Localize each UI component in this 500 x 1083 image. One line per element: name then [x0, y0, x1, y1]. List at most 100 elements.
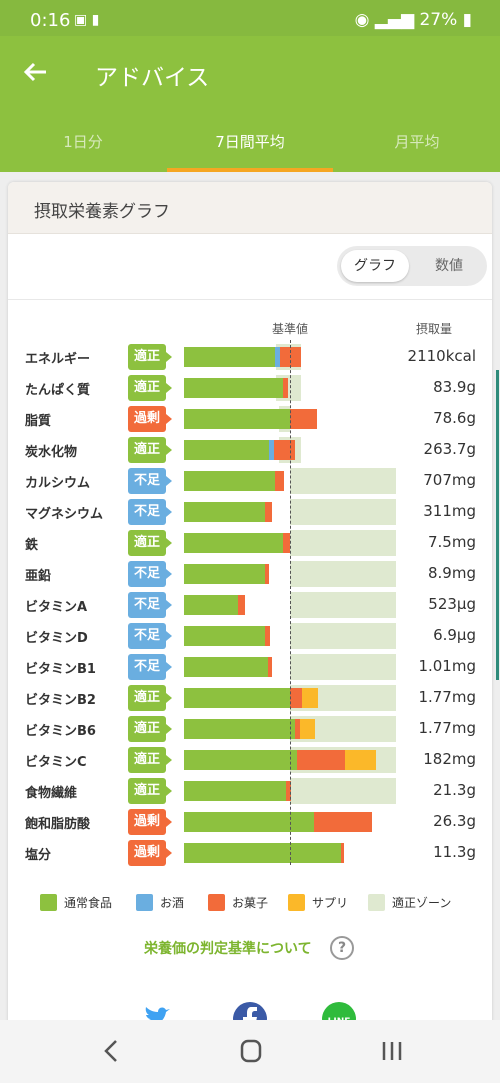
scrollbar[interactable] [496, 370, 499, 680]
legend-swatch [40, 894, 57, 911]
nutrient-name: ビタミンB2 [25, 693, 96, 708]
intake-amount: 2110kcal [407, 347, 476, 365]
bar-snack [264, 626, 270, 646]
nav-back-icon[interactable] [92, 1036, 132, 1066]
bar-food [184, 564, 265, 584]
bar-snack [314, 812, 372, 832]
legend: 通常食品 お酒 お菓子 サプリ 適正ゾーン [40, 892, 480, 912]
status-badge: 適正 [128, 437, 172, 463]
nutrient-name: 炭水化物 [25, 445, 78, 460]
help-icon[interactable]: ? [330, 936, 354, 960]
status-badge: 過剰 [128, 406, 172, 432]
app-bar: アドバイス 1日分 7日間平均 月平均 [0, 36, 500, 172]
intake-amount: 78.6g [433, 409, 476, 427]
appropriate-zone [290, 623, 396, 649]
status-badge: 適正 [128, 778, 172, 804]
nutrient-name: ビタミンA [25, 600, 88, 615]
tab-1day[interactable]: 1日分 [63, 133, 103, 151]
intake-amount: 83.9g [433, 378, 476, 396]
notification-icons: ▣ ▮ [74, 12, 100, 28]
nutrient-name: カルシウム [25, 476, 91, 491]
bar-snack [285, 781, 292, 801]
card-header: 摂取栄養素グラフ [8, 182, 492, 234]
nutrient-row: 飽和脂肪酸 過剰 26.3g [8, 809, 492, 835]
nutrient-name: マグネシウム [25, 507, 104, 522]
legend-label: サプリ [312, 896, 349, 910]
baseline-header: 基準値 [272, 322, 309, 336]
bar-snack [340, 843, 345, 863]
intake-amount: 6.9μg [433, 626, 476, 644]
criteria-link[interactable]: 栄養価の判定基準について [144, 941, 312, 957]
bar-food [184, 378, 283, 398]
appropriate-zone [290, 468, 396, 494]
bar-alcohol [275, 347, 281, 367]
intake-amount: 7.5mg [428, 533, 476, 551]
nav-recents-icon[interactable] [372, 1036, 412, 1066]
intake-amount: 8.9mg [428, 564, 476, 582]
nav-home-icon[interactable] [231, 1036, 271, 1066]
back-arrow-icon[interactable] [22, 58, 54, 90]
appropriate-zone [290, 499, 396, 525]
intake-header: 摂取量 [416, 322, 453, 336]
bar-food [184, 843, 341, 863]
bar-food [184, 533, 283, 553]
bar-snack [295, 719, 300, 739]
status-badge: 過剰 [128, 840, 172, 866]
legend-label: 適正ゾーン [392, 896, 452, 910]
bar-food [184, 502, 265, 522]
nutrient-graph-card: 摂取栄養素グラフ グラフ 数値 基準値 摂取量 エネルギー 適正 2110kcal た… [8, 182, 492, 1036]
period-tabs: 1日分 7日間平均 月平均 [0, 124, 500, 172]
bar-food [184, 595, 239, 615]
nutrient-name: ビタミンD [25, 631, 88, 646]
appropriate-zone [290, 561, 396, 587]
nutrient-name: 飽和脂肪酸 [25, 817, 91, 832]
status-badge: 過剰 [128, 809, 172, 835]
value-view-button[interactable]: 数値 [435, 258, 463, 274]
nutrient-row: エネルギー 適正 2110kcal [8, 344, 492, 370]
bar-snack [290, 688, 302, 708]
nutrient-row: 脂質 過剰 78.6g [8, 406, 492, 432]
bar-snack [297, 750, 346, 770]
intake-amount: 523μg [428, 595, 476, 613]
status-badge: 不足 [128, 623, 172, 649]
bar-snack [267, 657, 272, 677]
status-badge: 適正 [128, 530, 172, 556]
legend-swatch [208, 894, 225, 911]
status-badge: 不足 [128, 468, 172, 494]
system-nav-bar [0, 1020, 500, 1083]
divider [8, 299, 492, 300]
legend-swatch [288, 894, 305, 911]
appropriate-zone [290, 530, 396, 556]
intake-amount: 1.01mg [418, 657, 476, 675]
tab-monthly-average[interactable]: 月平均 [394, 133, 440, 151]
nutrient-row: 炭水化物 適正 263.7g [8, 437, 492, 463]
bar-food [184, 657, 268, 677]
appropriate-zone [290, 592, 396, 618]
tab-7day-average[interactable]: 7日間平均 [167, 124, 333, 172]
bar-food [184, 440, 269, 460]
bar-snack [275, 471, 284, 491]
nutrient-row: たんぱく質 適正 83.9g [8, 375, 492, 401]
nutrient-name: ビタミンB6 [25, 724, 96, 739]
bar-supplement [345, 750, 376, 770]
graph-view-button[interactable]: グラフ [341, 250, 409, 282]
nutrient-row: 鉄 適正 7.5mg [8, 530, 492, 556]
status-badge: 不足 [128, 499, 172, 525]
bar-food [184, 626, 265, 646]
bar-alcohol [268, 440, 275, 460]
bar-food [184, 471, 276, 491]
intake-amount: 21.3g [433, 781, 476, 799]
nutrient-row: ビタミンB2 適正 1.77mg [8, 685, 492, 711]
status-badge: 適正 [128, 685, 172, 711]
legend-label: お菓子 [232, 896, 269, 910]
nutrient-name: たんぱく質 [25, 383, 91, 398]
status-badge: 不足 [128, 592, 172, 618]
appropriate-zone [290, 778, 396, 804]
bar-food [184, 750, 298, 770]
bar-snack [264, 502, 272, 522]
status-time: 0:16 [30, 10, 71, 31]
status-right: ◉ ▂▄▆ 27% ▮ [354, 10, 472, 30]
nutrient-row: ビタミンB1 不足 1.01mg [8, 654, 492, 680]
bar-food [184, 812, 315, 832]
appropriate-zone [290, 654, 396, 680]
